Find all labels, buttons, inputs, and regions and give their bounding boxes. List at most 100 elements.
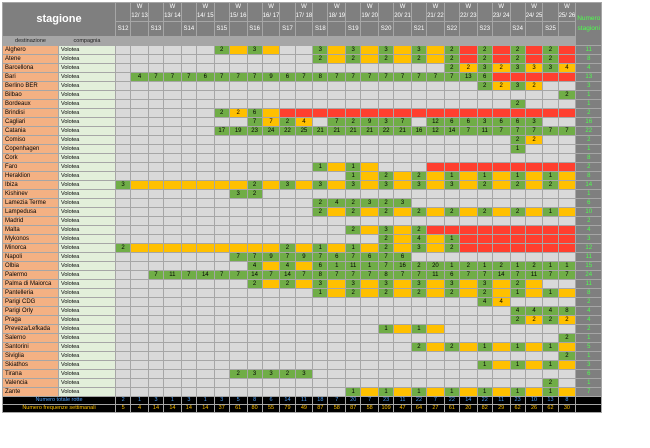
season-cell (246, 378, 263, 388)
season-cell (279, 144, 296, 154)
season-cell (213, 297, 230, 307)
season-cell (195, 189, 215, 199)
season-cell (180, 243, 197, 253)
season-cell (345, 315, 362, 325)
season-cell (542, 153, 559, 163)
season-cell (327, 243, 347, 253)
season-cell (147, 153, 165, 163)
season-cell (393, 99, 412, 109)
season-cell (458, 378, 478, 388)
season-cell: 1 (542, 288, 559, 298)
season-cell (163, 126, 182, 136)
season-cell: 2 (377, 54, 395, 64)
season-cell: 3 (393, 198, 412, 208)
season-cell: 4 (476, 297, 493, 307)
season-cell (180, 153, 197, 163)
season-cell: 2 (476, 288, 493, 298)
season-cell: 6 (246, 108, 263, 118)
season-cell: 1 (345, 387, 362, 397)
season-cell (393, 162, 412, 172)
season-cell (410, 162, 428, 172)
season-cell (410, 189, 428, 199)
season-cell (195, 333, 215, 343)
carrier-cell: Volotea (58, 180, 116, 190)
season-cell (345, 333, 362, 343)
season-cell (360, 378, 379, 388)
table-row: Cagliari Volotea 7 7 2 4 7 2 9 3 7 12 6 6 3 6 6 3 16 (2, 117, 603, 127)
season-cell (377, 315, 395, 325)
season-cell (312, 153, 329, 163)
header-blank (410, 36, 428, 46)
season-cell: 6 (195, 72, 215, 82)
season-header-w: W 13/ 14 (163, 2, 182, 22)
carrier-cell: Volotea (58, 351, 116, 361)
header-blank (147, 36, 165, 46)
table-row: Barcellona Volotea 2 2 3 2 3 3 3 4 4 (2, 63, 603, 73)
header-blank (130, 36, 149, 46)
season-cell (246, 81, 263, 91)
season-cell (147, 126, 165, 136)
season-cell (163, 189, 182, 199)
season-cell (147, 333, 165, 343)
season-header-w-bottom (426, 21, 445, 37)
season-cell (213, 135, 230, 145)
season-cell (279, 81, 296, 91)
season-cell (130, 54, 149, 64)
season-cell (294, 360, 314, 370)
season-cell: 3 (377, 45, 395, 55)
destination-cell: Lamezia Terme (2, 198, 59, 208)
season-cell (180, 189, 197, 199)
season-cell (524, 360, 544, 370)
season-cell (213, 261, 230, 271)
footer-routes-value: 14 (458, 396, 478, 405)
season-cell (312, 333, 329, 343)
season-cell (180, 162, 197, 172)
destination-cell: Palma di Maiorca (2, 279, 59, 289)
season-cell: 2 (509, 180, 526, 190)
season-cell: 23 (246, 126, 263, 136)
season-cell (180, 99, 197, 109)
season-cell (491, 189, 511, 199)
table-row: Bordeaux Volotea 2 1 (2, 99, 603, 109)
season-cell (360, 216, 379, 226)
season-cell (345, 63, 362, 73)
season-cell (180, 351, 197, 361)
season-cell (261, 351, 281, 361)
season-cell: 4 (327, 198, 347, 208)
season-cell: 2 (443, 207, 460, 217)
season-cell: 3 (377, 180, 395, 190)
season-cell (195, 162, 215, 172)
season-cell: 2 (542, 54, 559, 64)
season-cell (261, 216, 281, 226)
season-cell (279, 207, 296, 217)
season-header-s: S18 (312, 21, 329, 37)
season-cell (261, 243, 281, 253)
season-cell: 6 (491, 117, 511, 127)
season-cell (261, 162, 281, 172)
season-cell: 2 (509, 279, 526, 289)
season-cell: 4 (410, 234, 428, 244)
season-cell (345, 153, 362, 163)
season-cell: 14 (246, 270, 263, 280)
season-cell (509, 162, 526, 172)
season-header-w: W 21/ 22 (426, 2, 445, 22)
season-cell (542, 99, 559, 109)
table-row: Bilbao Volotea 2 1 (2, 90, 603, 100)
season-cell (114, 360, 132, 370)
season-cell (180, 63, 197, 73)
season-cell: 7 (509, 126, 526, 136)
season-cell (228, 153, 248, 163)
season-cell (312, 135, 329, 145)
season-cell: 1 (542, 387, 559, 397)
season-cell (312, 63, 329, 73)
season-cell: 1 (542, 360, 559, 370)
table-row: Madrid Volotea 2 (2, 216, 603, 226)
season-cell (377, 135, 395, 145)
season-cell (393, 342, 412, 352)
season-cell (163, 153, 182, 163)
season-cell: 3 (476, 63, 493, 73)
season-cell: 7 (228, 72, 248, 82)
season-cell (557, 198, 577, 208)
table-row: Palma di Maiorca Volotea 2 2 3 3 3 3 3 3 2 11 (2, 279, 603, 289)
season-cell (228, 90, 248, 100)
